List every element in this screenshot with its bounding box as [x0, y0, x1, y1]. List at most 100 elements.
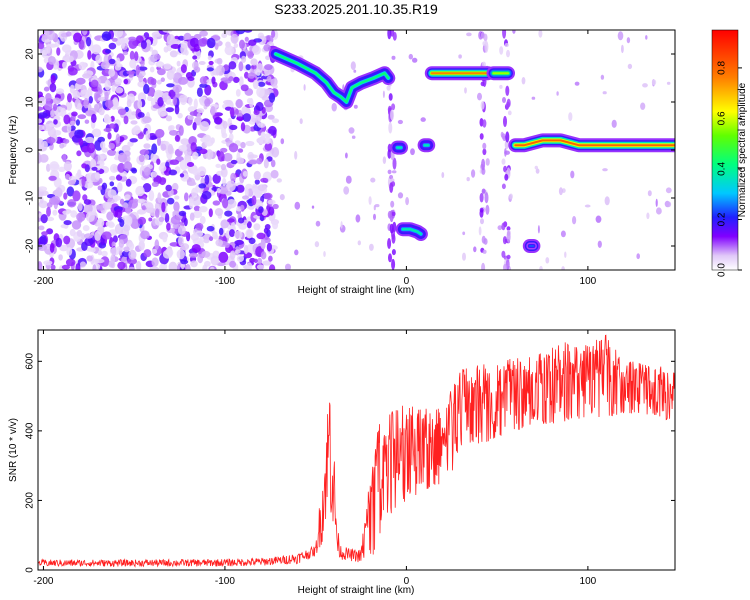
heatmap-cell: [238, 76, 244, 87]
heatmap-cell: [285, 263, 291, 270]
colorbar-tick-label: 0.8: [717, 61, 728, 75]
heatmap-cell: [39, 154, 49, 163]
heatmap-cell: [126, 99, 132, 108]
heatmap-cell: [506, 226, 511, 231]
heatmap-cell: [209, 266, 215, 270]
heatmap-cell: [198, 38, 208, 47]
heatmap-cell: [131, 111, 136, 116]
heatmap-cell: [484, 192, 489, 204]
heatmap-cell: [600, 74, 605, 80]
heatmap-cell: [212, 173, 221, 184]
heatmap-cell: [97, 136, 105, 143]
heatmap-cell: [140, 60, 145, 67]
heatmap-cell: [125, 206, 132, 214]
heatmap-cell: [238, 61, 244, 72]
heatmap-cell: [115, 133, 121, 144]
heatmap-cell: [106, 211, 114, 221]
heatmap-cell: [617, 31, 624, 41]
heatmap-cell: [261, 95, 269, 101]
heatmap-cell: [479, 207, 484, 213]
heatmap-cell: [242, 113, 251, 122]
heatmap-cell: [81, 30, 88, 36]
heatmap-cell: [246, 229, 253, 239]
heatmap-cell: [178, 76, 188, 85]
heatmap-cell: [621, 44, 624, 54]
heatmap-cell: [208, 236, 214, 242]
snr-panel: -200 -100 0 100 0 200 400 600 Height of straigh…: [8, 329, 676, 596]
heatmap-cell: [39, 196, 44, 204]
heatmap-cell: [560, 230, 566, 238]
heatmap-cell: [276, 178, 282, 183]
heatmap-cell: [195, 230, 204, 237]
heatmap-cell: [260, 251, 267, 260]
heatmap-cell: [345, 152, 348, 159]
heatmap-cell: [234, 240, 244, 245]
heatmap-cell: [72, 190, 81, 202]
heatmap-cell: [114, 64, 122, 71]
heatmap-cell: [84, 119, 90, 124]
heatmap-cell: [114, 78, 122, 85]
heatmap-cell: [193, 43, 200, 52]
heatmap-cell: [157, 97, 164, 107]
heatmap-cell: [191, 244, 201, 253]
heatmap-cell: [102, 201, 112, 210]
heatmap-cell: [223, 152, 233, 162]
heatmap-cell: [397, 119, 403, 125]
heatmap-cell: [80, 261, 86, 268]
heatmap-cell: [391, 181, 396, 187]
heatmap-cell: [130, 120, 138, 125]
heatmap-cell: [471, 169, 476, 178]
heatmap-cell: [158, 216, 165, 223]
heatmap-cell: [534, 165, 538, 170]
heatmap-cell: [264, 224, 271, 230]
heatmap-cell: [212, 200, 221, 206]
heatmap-cell: [150, 152, 157, 163]
heatmap-cell: [169, 159, 180, 165]
heatmap-cell: [122, 51, 129, 56]
heatmap-cell: [473, 246, 477, 253]
heatmap-cell: [38, 225, 45, 231]
heatmap-cell: [201, 190, 212, 200]
heatmap-cell: [247, 50, 254, 59]
heatmap-cell: [147, 95, 153, 102]
heatmap-cell: [144, 154, 150, 161]
heatmap-cell: [155, 61, 165, 68]
heatmap-cell: [176, 60, 181, 67]
heatmap-cell: [387, 30, 392, 40]
heatmap-cell: [236, 116, 245, 121]
heatmap-cell: [193, 200, 199, 206]
heatmap-cell: [168, 261, 178, 270]
heatmap-cell: [137, 216, 147, 225]
heatmap-cell: [509, 193, 513, 200]
heatmap-cell: [71, 111, 78, 117]
heatmap-cell: [340, 221, 343, 229]
heatmap-cell: [143, 166, 151, 176]
heatmap-cell: [382, 156, 387, 164]
heatmap-cell: [127, 141, 134, 147]
heatmap-cell: [538, 30, 543, 38]
heatmap-cell: [84, 233, 93, 239]
heatmap-cell: [77, 114, 87, 120]
heatmap-cell: [109, 181, 115, 187]
heatmap-cell: [294, 201, 301, 210]
heatmap-cell: [174, 104, 180, 115]
heatmap-cell: [118, 152, 127, 163]
heatmap-cell: [188, 115, 194, 121]
heatmap-cell: [390, 200, 395, 208]
heatmap-cell: [110, 115, 115, 122]
heatmap-cell: [248, 154, 258, 159]
heatmap-cell: [67, 93, 72, 103]
heatmap-cell: [190, 260, 198, 268]
heatmap-cell: [81, 175, 86, 187]
heatmap-cell: [374, 204, 380, 208]
heatmap-cell: [252, 79, 259, 90]
heatmap-cell: [311, 205, 315, 209]
heatmap-cell: [137, 99, 143, 110]
heatmap-cell: [235, 89, 241, 97]
colorbar-gradient: [712, 30, 738, 270]
heatmap-cell: [255, 68, 261, 76]
heatmap-cell: [63, 235, 71, 245]
heatmap-cell: [55, 237, 63, 248]
heatmap-cell: [504, 173, 509, 181]
heatmap-cell: [504, 150, 511, 155]
